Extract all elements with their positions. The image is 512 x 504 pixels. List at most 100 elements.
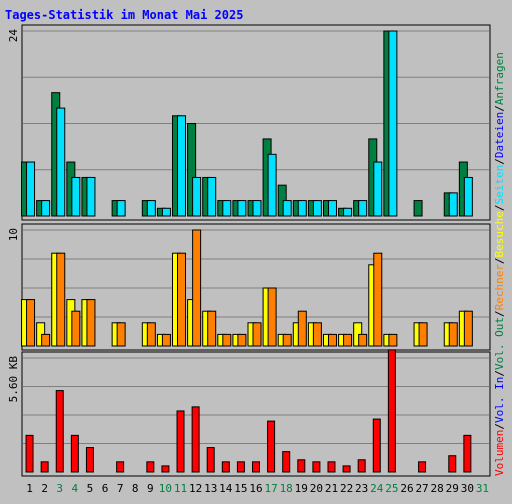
y-max-label: 5.60 KB <box>7 356 20 403</box>
legend-item-0: Volumen <box>493 430 506 476</box>
bar-rechner-day-3 <box>56 252 66 347</box>
bar-dateien-day-16 <box>252 200 262 217</box>
x-label-day-31: 31 <box>476 482 489 495</box>
bar-rechner-day-5 <box>86 299 96 347</box>
bar-volumen-day-10 <box>161 465 170 473</box>
x-label-day-26: 26 <box>400 482 413 495</box>
x-label-day-16: 16 <box>249 482 262 495</box>
bar-rechner-day-1 <box>26 299 36 347</box>
bar-dateien-day-1 <box>26 161 36 217</box>
bar-dateien-day-11 <box>177 115 187 217</box>
x-label-day-11: 11 <box>174 482 187 495</box>
bar-dateien-day-14 <box>222 200 232 217</box>
bar-volumen-day-21 <box>327 461 336 473</box>
x-label-day-29: 29 <box>446 482 459 495</box>
bar-volumen-day-12 <box>191 406 200 473</box>
bar-volumen-day-1 <box>25 434 34 473</box>
bar-dateien-day-17 <box>267 153 277 217</box>
panel-visits: 10 <box>7 223 491 351</box>
bar-dateien-day-3 <box>56 107 66 217</box>
bar-dateien-day-30 <box>463 176 473 217</box>
x-label-day-24: 24 <box>370 482 384 495</box>
legend-item-5: / <box>493 310 506 317</box>
bar-rechner-day-15 <box>237 333 247 347</box>
x-label-day-23: 23 <box>355 482 368 495</box>
bar-dateien-day-24 <box>373 161 383 217</box>
legend-item-14: Anfragen <box>493 52 506 105</box>
bar-rechner-day-4 <box>71 310 81 347</box>
bar-rechner-day-7 <box>116 322 126 347</box>
bar-rechner-day-25 <box>388 333 398 347</box>
bar-volumen-day-13 <box>206 447 215 473</box>
bar-dateien-day-4 <box>71 176 81 217</box>
x-label-day-9: 9 <box>147 482 154 495</box>
bar-dateien-day-18 <box>282 200 292 217</box>
x-label-day-15: 15 <box>234 482 247 495</box>
x-label-day-12: 12 <box>189 482 202 495</box>
x-label-day-10: 10 <box>159 482 172 495</box>
x-label-day-27: 27 <box>415 482 428 495</box>
bar-dateien-day-29 <box>448 192 458 217</box>
bar-rechner-day-24 <box>373 252 383 347</box>
x-label-day-13: 13 <box>204 482 217 495</box>
legend-item-13: / <box>493 105 506 112</box>
legend-item-1: / <box>493 423 506 430</box>
chart-panels: 24 10 5.60 KB <box>7 24 491 477</box>
bar-rechner-day-17 <box>267 287 277 347</box>
bar-rechner-day-11 <box>177 252 187 347</box>
x-label-day-7: 7 <box>117 482 124 495</box>
legend-item-10: Seiten <box>493 165 506 205</box>
panel-volume: 5.60 KB <box>7 349 491 477</box>
bar-rechner-day-20 <box>312 322 322 347</box>
bar-volumen-day-18 <box>282 451 291 473</box>
bar-dateien-day-15 <box>237 200 247 217</box>
bar-volumen-day-30 <box>463 434 472 473</box>
bar-volumen-day-15 <box>236 461 245 473</box>
bar-volumen-day-16 <box>252 461 260 473</box>
legend-item-9: / <box>493 204 506 211</box>
bar-dateien-day-19 <box>297 200 307 217</box>
bar-anfragen-day-12 <box>187 123 197 217</box>
x-label-day-4: 4 <box>72 482 79 495</box>
right-legend: Volumen/Vol. In/Vol. Out/Rechner/Besuche… <box>493 52 506 476</box>
legend-item-2: Vol. In <box>493 377 506 423</box>
bar-volumen-day-23 <box>357 459 366 473</box>
bar-volumen-day-20 <box>312 461 321 473</box>
legend-item-6: Rechner <box>493 264 506 311</box>
bar-volumen-day-4 <box>70 434 79 473</box>
bar-dateien-day-9 <box>146 200 156 217</box>
bar-volumen-day-29 <box>448 455 457 473</box>
panel-frame <box>21 24 491 221</box>
bar-dateien-day-25 <box>388 30 398 217</box>
bar-dateien-day-22 <box>343 207 353 217</box>
x-label-day-2: 2 <box>41 482 48 495</box>
panel-frame <box>21 223 491 351</box>
x-label-day-20: 20 <box>310 482 323 495</box>
panel-frame <box>21 351 491 477</box>
y-max-label: 24 <box>7 29 20 43</box>
bar-volumen-day-2 <box>40 461 49 473</box>
bar-rechner-day-29 <box>448 322 458 347</box>
bar-rechner-day-23 <box>358 333 368 347</box>
legend-item-12: Dateien <box>493 112 506 158</box>
legend-item-3: / <box>493 370 506 377</box>
bar-rechner-day-27 <box>418 322 428 347</box>
bar-rechner-day-13 <box>207 310 217 347</box>
bar-rechner-day-21 <box>327 333 337 347</box>
y-max-label: 10 <box>7 228 20 241</box>
bar-volumen-day-9 <box>146 461 155 473</box>
bar-volumen-day-19 <box>297 459 306 473</box>
bar-volumen-day-22 <box>342 465 351 473</box>
x-label-day-30: 30 <box>461 482 474 495</box>
panel-hits: 24 <box>7 24 491 221</box>
chart-title: Tages-Statistik im Monat Mai 2025 <box>5 8 243 22</box>
bar-dateien-day-10 <box>161 207 171 217</box>
x-label-day-28: 28 <box>431 482 444 495</box>
bar-rechner-day-18 <box>282 333 292 347</box>
legend-item-4: Vol. Out <box>493 317 506 370</box>
bar-volumen-day-7 <box>116 461 125 473</box>
x-label-day-17: 17 <box>264 482 277 495</box>
bar-rechner-day-30 <box>463 310 473 347</box>
bar-rechner-day-16 <box>252 322 262 347</box>
